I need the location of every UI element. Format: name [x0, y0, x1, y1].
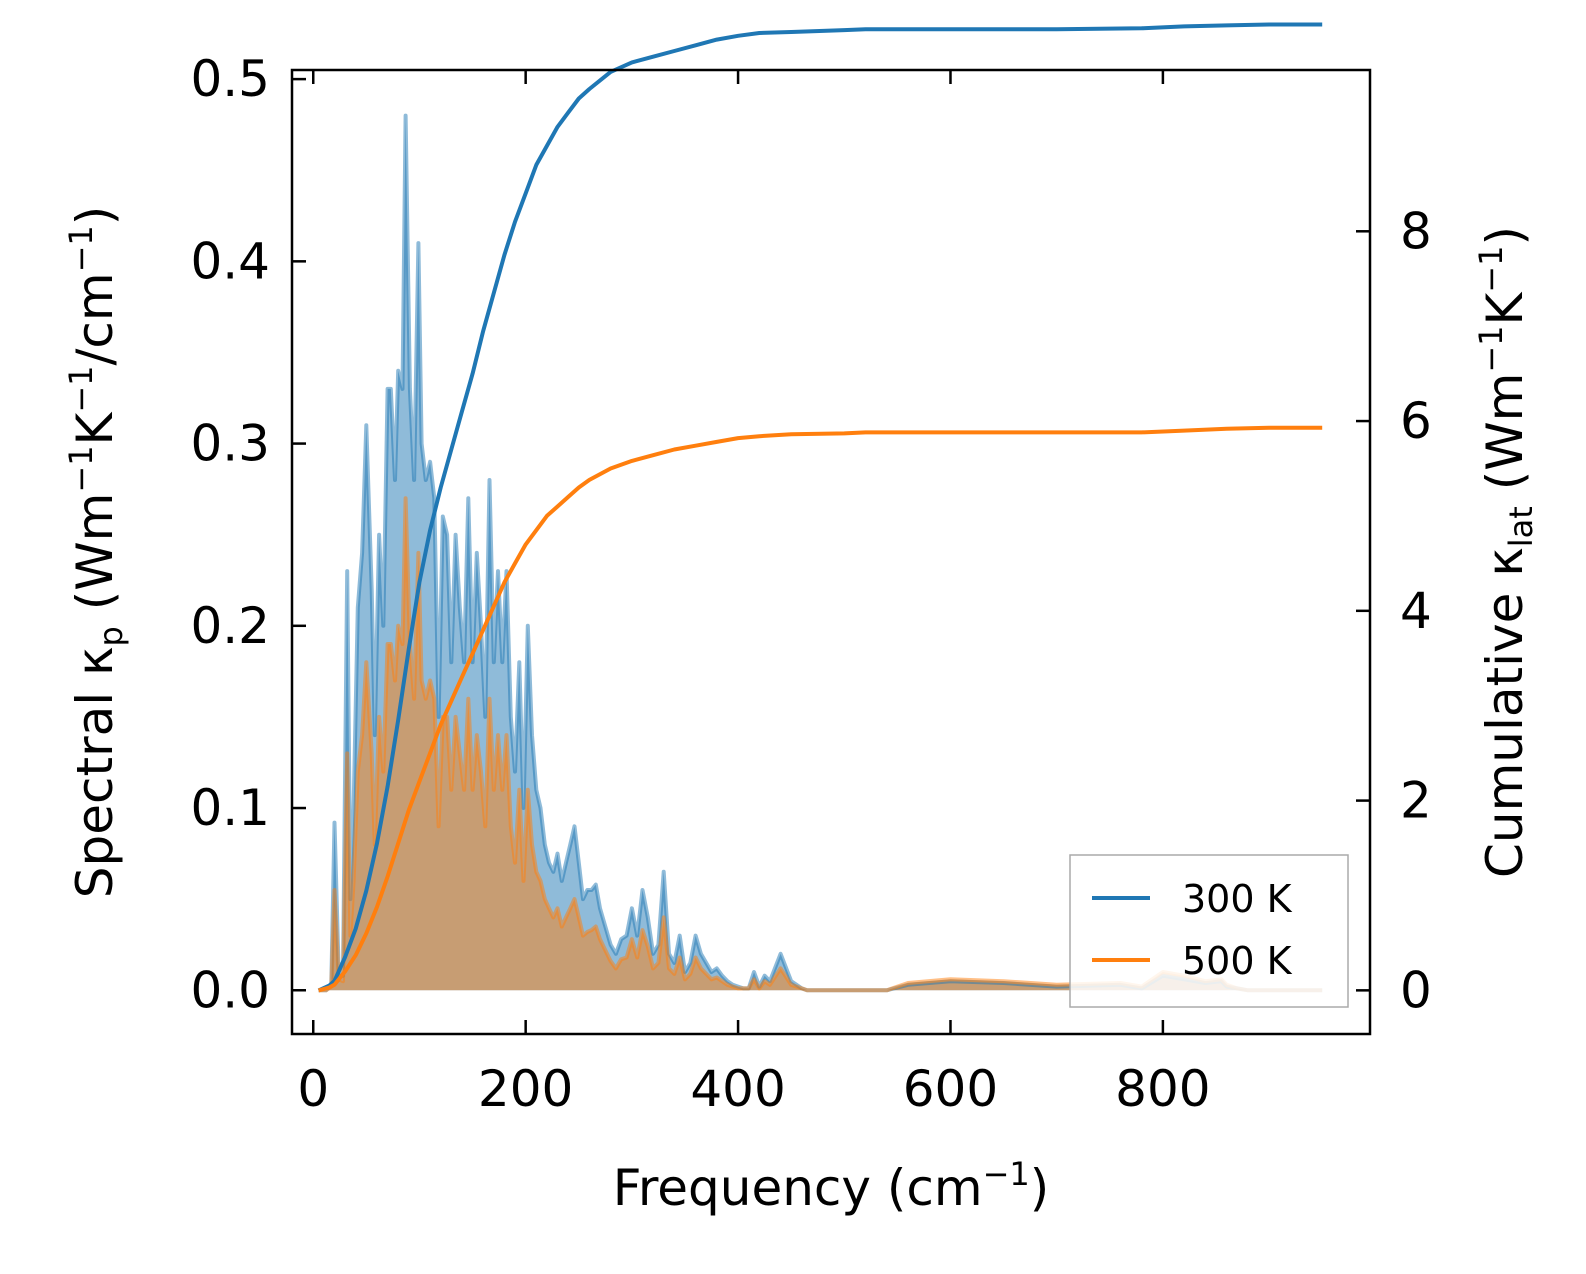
cumulative-line-500k	[318, 425, 1323, 993]
cumulative-line-300k	[317, 22, 1323, 993]
y-left-tick-label: 0.0	[190, 961, 270, 1019]
y-right-tick-label: 2	[1400, 772, 1432, 830]
y-right-tick-label: 0	[1400, 961, 1432, 1019]
y-right-tick-label: 6	[1400, 392, 1432, 450]
plot-frame	[290, 68, 1372, 1036]
spectral-line-500k	[318, 496, 1323, 993]
spectral-fills	[318, 115, 1323, 991]
y-left-tick-label: 0.1	[190, 779, 270, 837]
legend-label-300k: 300 K	[1182, 877, 1293, 921]
y-right-tick-label: 4	[1400, 582, 1432, 640]
y-left-axis-title: Spectral κp (Wm−1K−1/cm−1)	[62, 206, 130, 899]
y-right-tick-label: 8	[1400, 202, 1432, 260]
y-left-tick-label: 0.5	[190, 50, 270, 108]
x-tick-label: 0	[297, 1060, 329, 1118]
x-tick-label: 400	[690, 1060, 785, 1118]
y-left-tick-label: 0.4	[190, 232, 270, 290]
x-tick-label: 200	[478, 1060, 573, 1118]
legend: 300 K 500 K	[1069, 854, 1349, 1008]
series-lines	[317, 22, 1323, 993]
y-right-axis-ticks: 0 2 4 6 8	[1356, 202, 1432, 1019]
legend-label-500k: 500 K	[1182, 939, 1293, 983]
legend-box	[1069, 854, 1349, 1008]
x-axis-title: Frequency (cm−1)	[613, 1155, 1050, 1217]
y-right-axis-title: Cumulative κlat (Wm−1K−1)	[1472, 226, 1540, 878]
x-tick-label: 800	[1115, 1060, 1210, 1118]
y-left-tick-label: 0.3	[190, 415, 270, 473]
x-tick-label: 600	[903, 1060, 998, 1118]
x-axis-ticks: 0 200 400 600 800	[297, 70, 1211, 1118]
spectral-fill-500k	[318, 498, 1323, 991]
y-left-axis-ticks: 0.0 0.1 0.2 0.3 0.4 0.5	[190, 50, 306, 1019]
y-left-tick-label: 0.2	[190, 597, 270, 655]
